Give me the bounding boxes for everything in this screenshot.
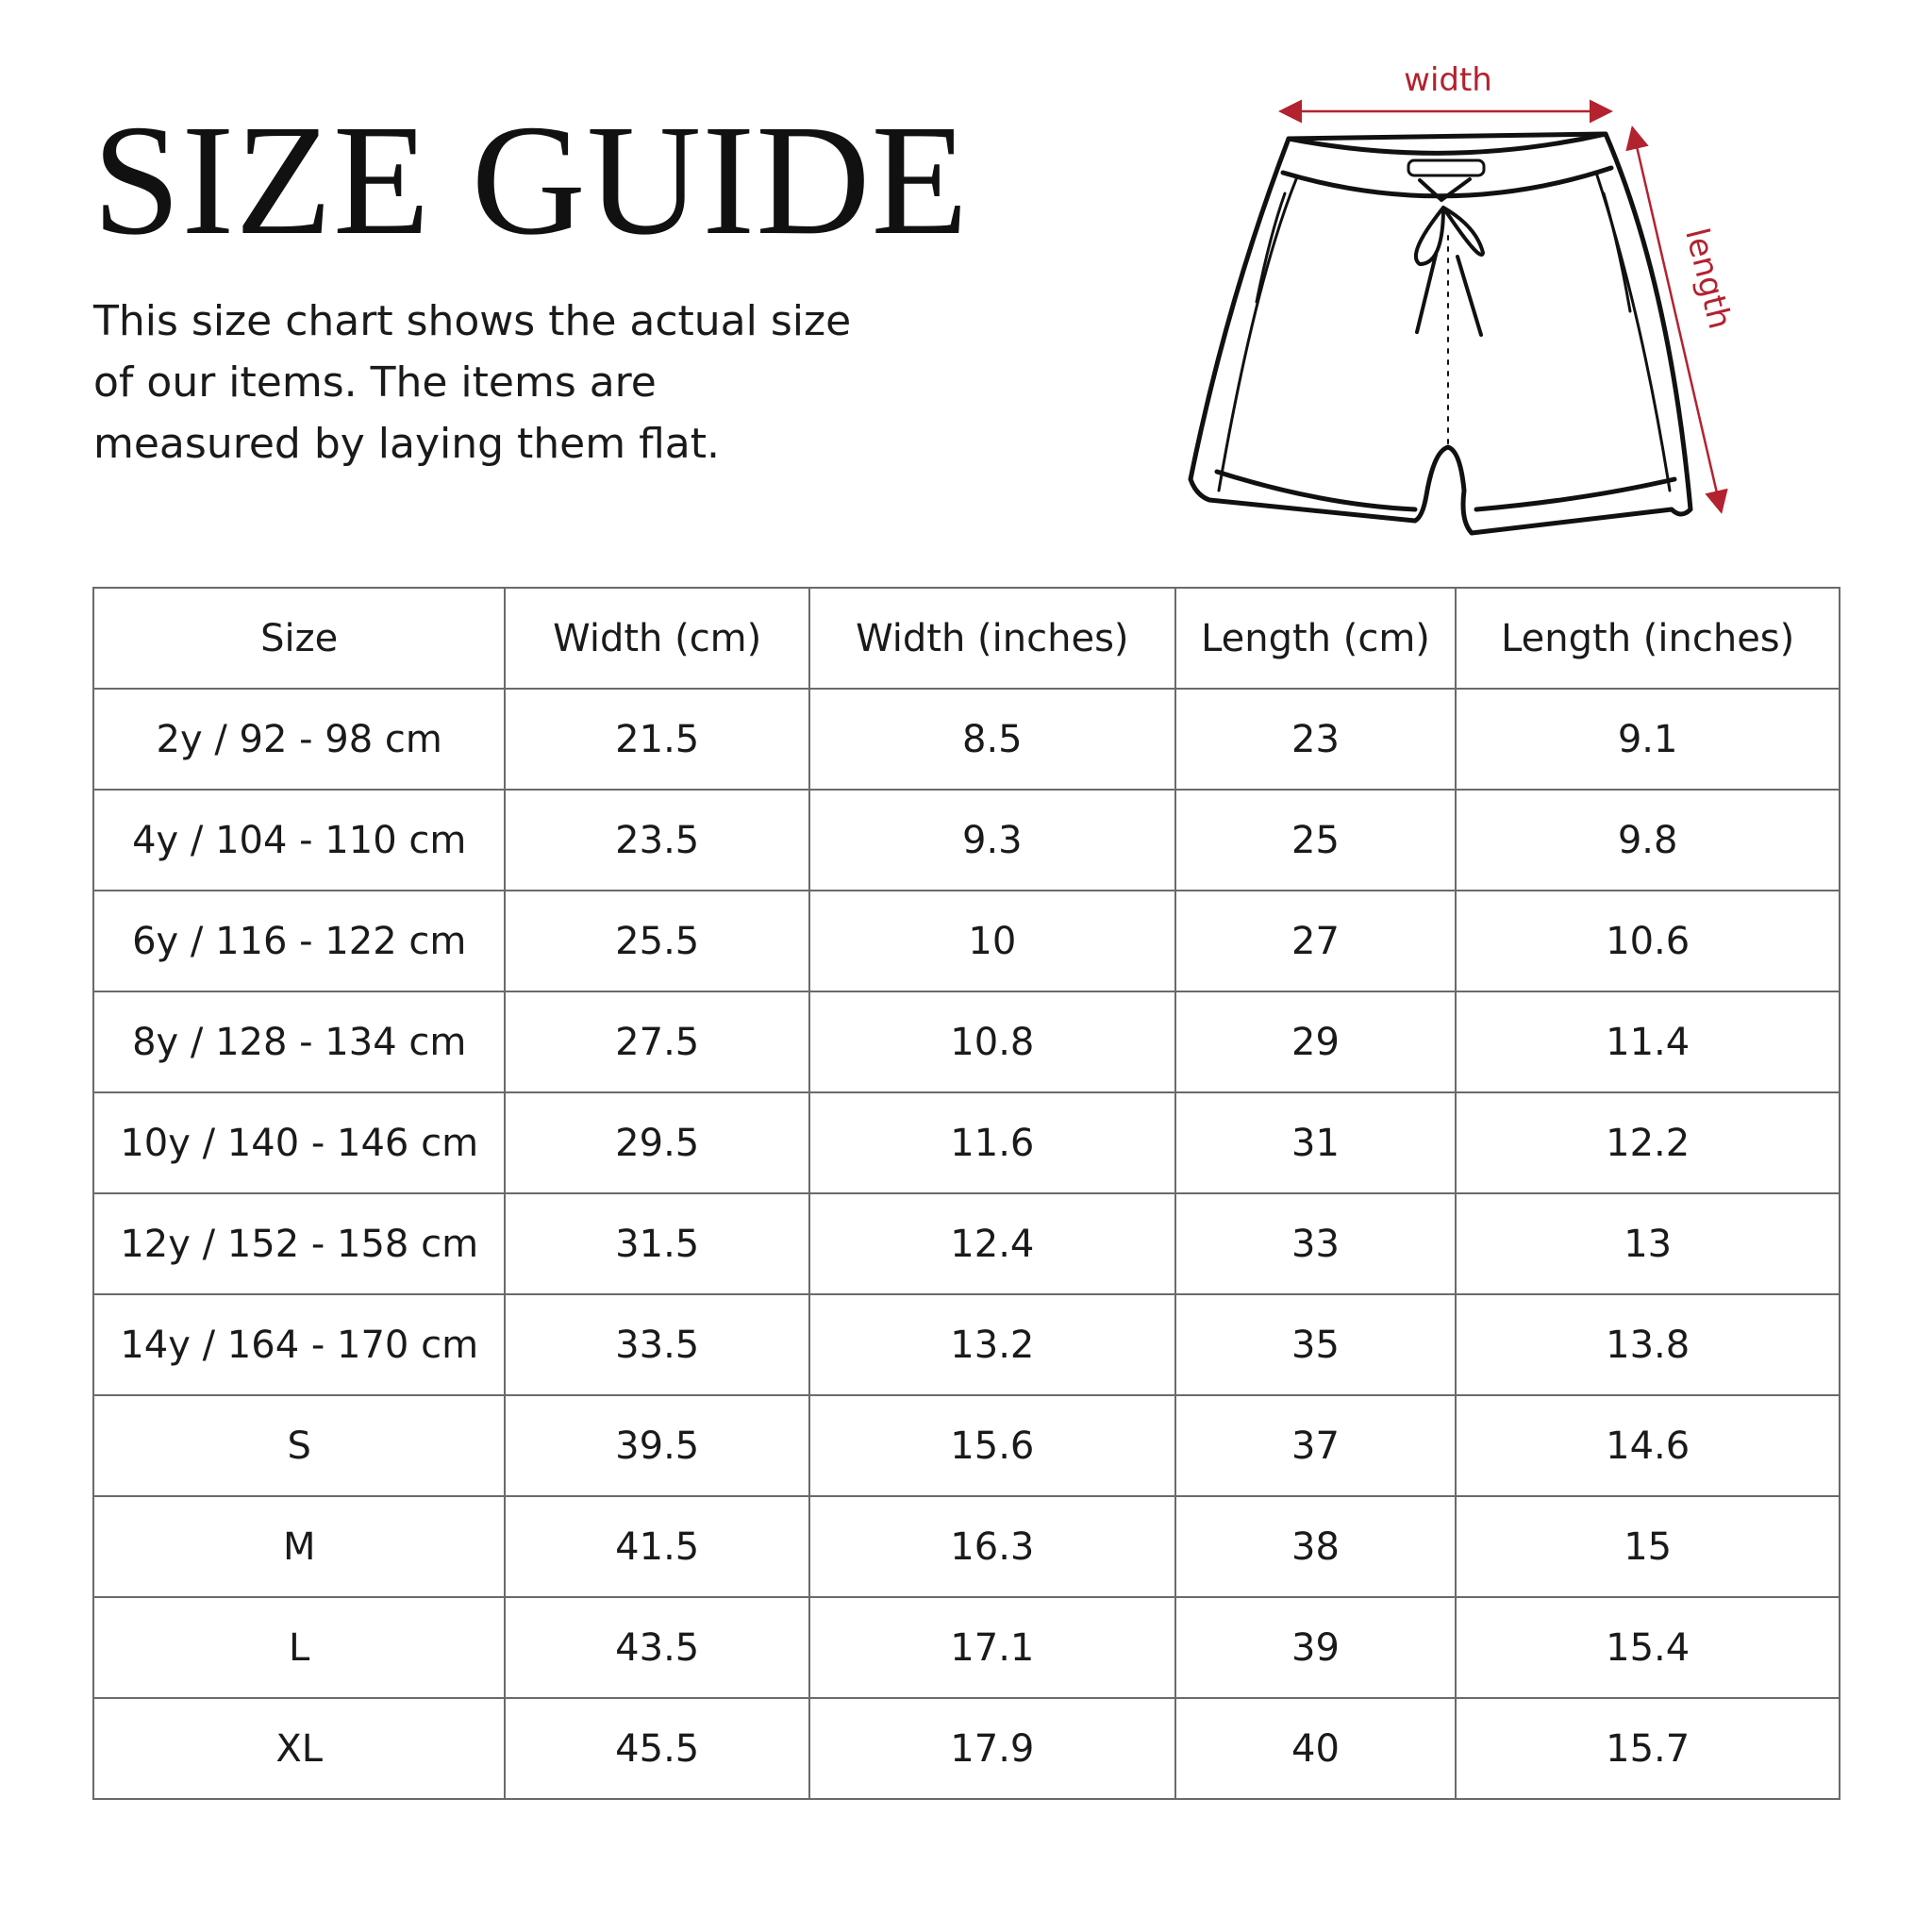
- cell-length-inches: 11.4: [1455, 991, 1840, 1093]
- cell-length-inches: 10.6: [1455, 890, 1840, 992]
- cell-width-inches: 8.5: [808, 688, 1176, 791]
- length-arrow: [1625, 125, 1728, 514]
- cell-length-cm: 38: [1174, 1495, 1457, 1598]
- cell-width-cm: 41.5: [504, 1495, 811, 1598]
- cell-size: 12y / 152 - 158 cm: [92, 1192, 507, 1295]
- table-row: S 39.5 15.6 37 14.6: [92, 1394, 1840, 1497]
- cell-length-cm: 31: [1174, 1091, 1457, 1194]
- table-row: L 43.5 17.1 39 15.4: [92, 1596, 1840, 1699]
- cell-size: 8y / 128 - 134 cm: [92, 991, 507, 1093]
- cell-width-inches: 17.1: [808, 1596, 1176, 1699]
- page-title: SIZE GUIDE: [92, 92, 970, 268]
- length-label: length: [1677, 225, 1739, 333]
- cell-width-cm: 45.5: [504, 1697, 811, 1800]
- cell-length-cm: 29: [1174, 991, 1457, 1093]
- cell-length-cm: 23: [1174, 688, 1457, 791]
- shorts-outline: [1188, 131, 1693, 536]
- cell-length-cm: 40: [1174, 1697, 1457, 1800]
- cell-length-cm: 25: [1174, 789, 1457, 891]
- cell-width-cm: 33.5: [504, 1293, 811, 1396]
- table-row: 6y / 116 - 122 cm 25.5 10 27 10.6: [92, 890, 1840, 992]
- cell-width-inches: 10.8: [808, 991, 1176, 1093]
- table-row: XL 45.5 17.9 40 15.7: [92, 1697, 1840, 1800]
- cell-width-inches: 11.6: [808, 1091, 1176, 1194]
- cell-size: 2y / 92 - 98 cm: [92, 688, 507, 791]
- table-row: 8y / 128 - 134 cm 27.5 10.8 29 11.4: [92, 991, 1840, 1093]
- cell-width-inches: 10: [808, 890, 1176, 992]
- cell-width-cm: 27.5: [504, 991, 811, 1093]
- cell-width-inches: 9.3: [808, 789, 1176, 891]
- header-length-cm: Length (cm): [1174, 587, 1457, 690]
- table-row: 14y / 164 - 170 cm 33.5 13.2 35 13.8: [92, 1293, 1840, 1396]
- table-row: 12y / 152 - 158 cm 31.5 12.4 33 13: [92, 1192, 1840, 1295]
- cell-width-inches: 17.9: [808, 1697, 1176, 1800]
- header-width-cm: Width (cm): [504, 587, 811, 690]
- cell-length-cm: 39: [1174, 1596, 1457, 1699]
- size-chart-description: This size chart shows the actual size of…: [93, 297, 852, 468]
- cell-length-inches: 14.6: [1455, 1394, 1840, 1497]
- cell-length-inches: 13.8: [1455, 1293, 1840, 1396]
- cell-size: 10y / 140 - 146 cm: [92, 1091, 507, 1194]
- table-row: 4y / 104 - 110 cm 23.5 9.3 25 9.8: [92, 789, 1840, 891]
- cell-length-cm: 27: [1174, 890, 1457, 992]
- cell-size: L: [92, 1596, 507, 1699]
- cell-width-cm: 43.5: [504, 1596, 811, 1699]
- cell-size: 14y / 164 - 170 cm: [92, 1293, 507, 1396]
- cell-length-inches: 9.8: [1455, 789, 1840, 891]
- cell-length-inches: 13: [1455, 1192, 1840, 1295]
- table-row: 2y / 92 - 98 cm 21.5 8.5 23 9.1: [92, 688, 1840, 791]
- cell-width-cm: 31.5: [504, 1192, 811, 1295]
- shorts-illustration: width length: [1188, 61, 1739, 536]
- cell-width-cm: 23.5: [504, 789, 811, 891]
- table-row: 10y / 140 - 146 cm 29.5 11.6 31 12.2: [92, 1091, 1840, 1194]
- cell-width-inches: 13.2: [808, 1293, 1176, 1396]
- cell-width-cm: 39.5: [504, 1394, 811, 1497]
- cell-width-cm: 25.5: [504, 890, 811, 992]
- size-table: Size Width (cm) Width (inches) Length (c…: [92, 587, 1840, 1800]
- table-header-row: Size Width (cm) Width (inches) Length (c…: [92, 587, 1840, 690]
- header-length-inches: Length (inches): [1455, 587, 1840, 690]
- cell-size: S: [92, 1394, 507, 1497]
- cell-width-inches: 15.6: [808, 1394, 1176, 1497]
- width-label: width: [1404, 61, 1492, 99]
- cell-width-inches: 12.4: [808, 1192, 1176, 1295]
- cell-length-inches: 9.1: [1455, 688, 1840, 791]
- header-width-inches: Width (inches): [808, 587, 1176, 690]
- table-row: M 41.5 16.3 38 15: [92, 1495, 1840, 1598]
- cell-length-cm: 37: [1174, 1394, 1457, 1497]
- cell-length-cm: 35: [1174, 1293, 1457, 1396]
- cell-length-inches: 15.7: [1455, 1697, 1840, 1800]
- cell-size: XL: [92, 1697, 507, 1800]
- cell-size: 6y / 116 - 122 cm: [92, 890, 507, 992]
- cell-length-inches: 15: [1455, 1495, 1840, 1598]
- cell-length-inches: 12.2: [1455, 1091, 1840, 1194]
- cell-length-inches: 15.4: [1455, 1596, 1840, 1699]
- cell-size: M: [92, 1495, 507, 1598]
- cell-size: 4y / 104 - 110 cm: [92, 789, 507, 891]
- cell-width-cm: 29.5: [504, 1091, 811, 1194]
- cell-width-inches: 16.3: [808, 1495, 1176, 1598]
- header-size: Size: [92, 587, 507, 690]
- cell-length-cm: 33: [1174, 1192, 1457, 1295]
- cell-width-cm: 21.5: [504, 688, 811, 791]
